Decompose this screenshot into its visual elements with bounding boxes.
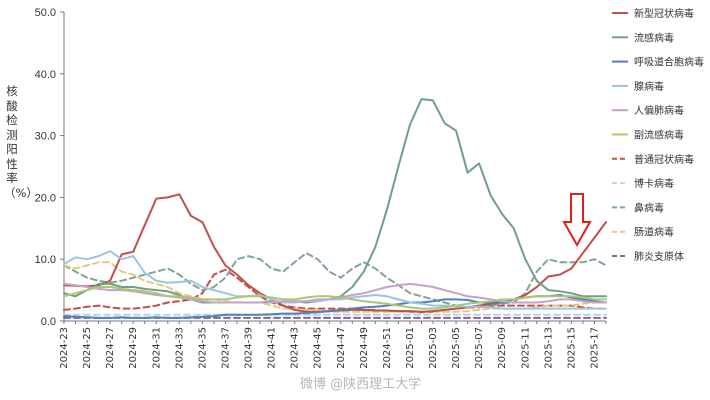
legend: 新型冠状病毒流感病毒呼吸道合胞病毒腺病毒人偏肺病毒副流感病毒普通冠状病毒博卡病毒… <box>612 7 704 263</box>
legend-label: 博卡病毒 <box>634 177 674 190</box>
x-tick-label: 2025-15 <box>566 327 577 369</box>
x-tick-label: 2025-17 <box>589 327 600 369</box>
x-tick-label: 2025-03 <box>428 327 439 369</box>
legend-label: 副流感病毒 <box>634 129 684 142</box>
x-tick-label: 2024-49 <box>359 327 370 369</box>
series-line-6 <box>63 268 607 314</box>
y-tick-label: 10.0 <box>35 254 56 266</box>
legend-label: 新型冠状病毒 <box>634 7 694 20</box>
x-tick-label: 2024-31 <box>151 327 162 369</box>
legend-label: 普通冠状病毒 <box>634 153 694 166</box>
x-tick-label: 2024-25 <box>82 327 93 369</box>
x-tick-label: 2024-37 <box>220 327 231 369</box>
x-tick-label: 2024-23 <box>59 327 70 369</box>
series-line-9 <box>63 261 607 313</box>
x-tick-label: 2024-39 <box>244 327 255 369</box>
series-line-5 <box>63 286 607 310</box>
legend-label: 肠道病毒 <box>634 226 674 239</box>
x-tick-label: 2024-45 <box>313 327 324 369</box>
legend-label: 肺炎支原体 <box>634 251 684 263</box>
x-tick-label: 2024-43 <box>290 327 301 369</box>
y-tick-label: 20.0 <box>35 192 56 204</box>
x-tick-label: 2025-09 <box>497 327 508 369</box>
legend-label: 腺病毒 <box>634 80 664 93</box>
y-tick-label: 0.0 <box>41 316 56 328</box>
y-tick-label: 50.0 <box>35 7 56 19</box>
x-tick-label: 2024-33 <box>174 327 185 369</box>
y-ticks: 0.0 10.0 20.0 30.0 40.0 50.0 <box>35 7 64 328</box>
red-arrow-icon <box>562 193 592 248</box>
x-tick-label: 2025-07 <box>474 327 485 369</box>
x-tick-label: 2024-51 <box>382 327 393 369</box>
x-tick-label: 2024-27 <box>105 327 116 369</box>
x-tick-label: 2024-41 <box>267 327 278 369</box>
legend-label: 人偏肺病毒 <box>634 104 684 117</box>
x-ticks: 2024-23 2024-25 2024-27 2024-29 2024-31 2024-… <box>59 321 607 369</box>
y-tick-label: 40.0 <box>35 69 56 81</box>
x-tick-label: 2025-13 <box>543 327 554 369</box>
x-tick-label: 2025-05 <box>451 327 462 369</box>
x-tick-label: 2025-01 <box>405 327 416 369</box>
legend-label: 流感病毒 <box>634 31 674 44</box>
legend-label: 鼻病毒 <box>634 201 664 214</box>
x-tick-label: 2024-47 <box>336 327 347 369</box>
y-axis-label: 核酸检测阳性率（%） <box>4 84 38 200</box>
series-line-8 <box>63 252 607 309</box>
y-tick-label: 30.0 <box>35 131 56 143</box>
axes <box>63 12 606 322</box>
watermark: 微博 @陕西理工大学 <box>300 377 422 392</box>
x-tick-label: 2025-11 <box>520 327 531 369</box>
series-lines <box>63 98 607 319</box>
x-tick-label: 2024-29 <box>128 327 139 369</box>
annotation-arrow <box>562 193 592 248</box>
x-tick-label: 2024-35 <box>197 327 208 369</box>
legend-label: 呼吸道合胞病毒 <box>634 56 704 69</box>
series-line-4 <box>63 282 607 304</box>
